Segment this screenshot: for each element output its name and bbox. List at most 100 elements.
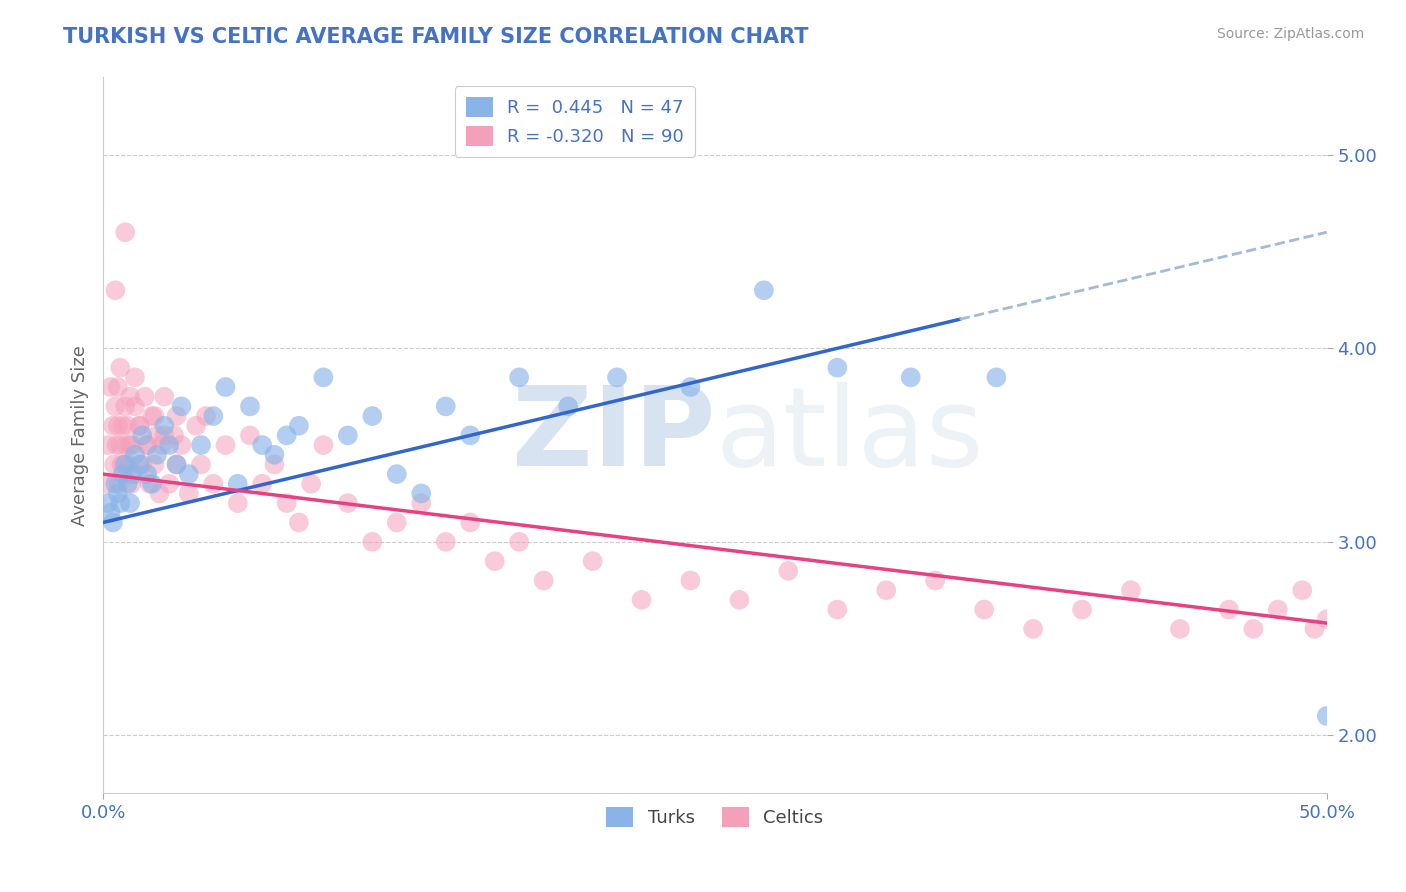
Point	[128, 458, 150, 472]
Point	[361, 409, 384, 423]
Point	[157, 476, 180, 491]
Point	[127, 467, 149, 481]
Point	[96, 476, 118, 491]
Point	[508, 370, 530, 384]
Point	[263, 448, 285, 462]
Point	[336, 428, 359, 442]
Point	[1241, 622, 1264, 636]
Point	[1303, 622, 1326, 636]
Point	[177, 467, 200, 481]
Point	[111, 467, 134, 481]
Point	[110, 496, 132, 510]
Point	[136, 438, 159, 452]
Point	[157, 438, 180, 452]
Point	[118, 458, 141, 472]
Point	[214, 380, 236, 394]
Point	[146, 448, 169, 462]
Point	[103, 458, 125, 472]
Point	[581, 554, 603, 568]
Point	[148, 486, 170, 500]
Point	[827, 602, 849, 616]
Point	[100, 506, 122, 520]
Point	[124, 448, 146, 462]
Point	[143, 458, 166, 472]
Point	[900, 370, 922, 384]
Point	[434, 534, 457, 549]
Point	[131, 458, 153, 472]
Point	[1291, 583, 1313, 598]
Point	[117, 476, 139, 491]
Point	[924, 574, 946, 588]
Point	[114, 225, 136, 239]
Point	[288, 516, 311, 530]
Point	[105, 438, 128, 452]
Point	[136, 467, 159, 481]
Point	[276, 496, 298, 510]
Point	[190, 458, 212, 472]
Point	[190, 438, 212, 452]
Point	[128, 418, 150, 433]
Point	[141, 409, 163, 423]
Point	[138, 476, 160, 491]
Point	[153, 418, 176, 433]
Point	[177, 486, 200, 500]
Point	[458, 516, 481, 530]
Point	[1071, 602, 1094, 616]
Point	[299, 476, 322, 491]
Point	[250, 438, 273, 452]
Point	[226, 496, 249, 510]
Point	[97, 496, 120, 510]
Point	[115, 438, 138, 452]
Point	[141, 476, 163, 491]
Point	[112, 458, 135, 472]
Point	[104, 476, 127, 491]
Point	[118, 438, 141, 452]
Point	[385, 467, 408, 481]
Point	[114, 400, 136, 414]
Point	[101, 516, 124, 530]
Point	[752, 283, 775, 297]
Point	[312, 438, 335, 452]
Point	[166, 458, 188, 472]
Point	[120, 476, 142, 491]
Point	[434, 400, 457, 414]
Y-axis label: Average Family Size: Average Family Size	[72, 345, 89, 525]
Point	[361, 534, 384, 549]
Point	[239, 428, 262, 442]
Point	[202, 476, 225, 491]
Point	[153, 428, 176, 442]
Point	[312, 370, 335, 384]
Point	[146, 428, 169, 442]
Point	[184, 418, 207, 433]
Point	[97, 438, 120, 452]
Point	[288, 418, 311, 433]
Point	[986, 370, 1008, 384]
Point	[170, 438, 193, 452]
Point	[226, 476, 249, 491]
Point	[110, 438, 132, 452]
Legend: Turks, Celtics: Turks, Celtics	[599, 800, 831, 834]
Point	[239, 400, 262, 414]
Point	[778, 564, 800, 578]
Point	[131, 428, 153, 442]
Point	[100, 380, 122, 394]
Point	[336, 496, 359, 510]
Point	[143, 409, 166, 423]
Point	[117, 418, 139, 433]
Point	[107, 486, 129, 500]
Point	[170, 400, 193, 414]
Point	[557, 400, 579, 414]
Point	[679, 380, 702, 394]
Point	[508, 534, 530, 549]
Point	[107, 418, 129, 433]
Point	[1168, 622, 1191, 636]
Point	[458, 428, 481, 442]
Point	[202, 409, 225, 423]
Point	[606, 370, 628, 384]
Point	[124, 370, 146, 384]
Point	[1316, 612, 1339, 626]
Point	[630, 592, 652, 607]
Point	[136, 438, 159, 452]
Point	[124, 400, 146, 414]
Point	[107, 380, 129, 394]
